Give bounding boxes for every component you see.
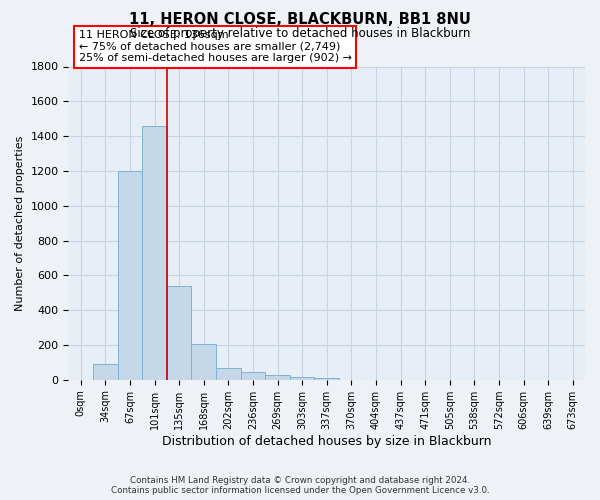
Bar xyxy=(265,375,290,380)
Text: 11, HERON CLOSE, BLACKBURN, BB1 8NU: 11, HERON CLOSE, BLACKBURN, BB1 8NU xyxy=(129,12,471,28)
Y-axis label: Number of detached properties: Number of detached properties xyxy=(15,136,25,311)
X-axis label: Distribution of detached houses by size in Blackburn: Distribution of detached houses by size … xyxy=(162,434,491,448)
Bar xyxy=(216,368,241,380)
Text: 11 HERON CLOSE: 136sqm
← 75% of detached houses are smaller (2,749)
25% of semi-: 11 HERON CLOSE: 136sqm ← 75% of detached… xyxy=(79,30,352,64)
Text: Size of property relative to detached houses in Blackburn: Size of property relative to detached ho… xyxy=(130,28,470,40)
Bar xyxy=(93,364,118,380)
Bar xyxy=(290,377,314,380)
Bar xyxy=(314,378,339,380)
Bar xyxy=(191,344,216,380)
Bar xyxy=(167,286,191,380)
Bar xyxy=(142,126,167,380)
Bar xyxy=(118,171,142,380)
Text: Contains HM Land Registry data © Crown copyright and database right 2024.
Contai: Contains HM Land Registry data © Crown c… xyxy=(110,476,490,495)
Bar xyxy=(241,372,265,380)
